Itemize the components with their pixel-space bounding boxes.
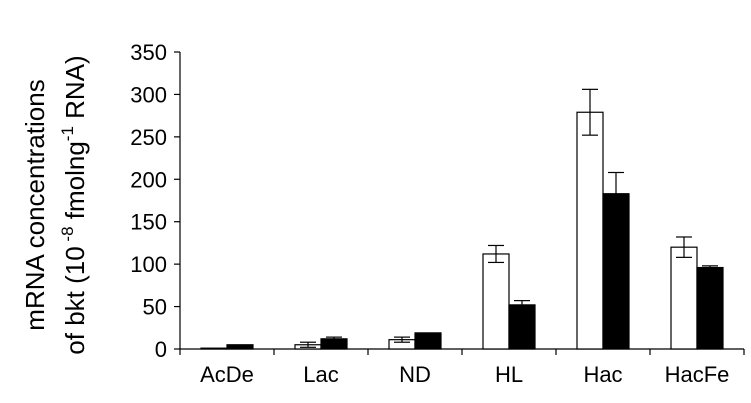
x-tick-label: Hac: [583, 362, 622, 387]
y-axis-title-line1: mRNA concentrations: [20, 79, 50, 330]
y-tick-label: 100: [130, 252, 167, 277]
x-tick-label: AcDe: [200, 362, 254, 387]
y-tick-label: 50: [143, 295, 167, 320]
y-axis-title-suffix: RNA): [60, 55, 90, 126]
y-axis-title-prefix: of bkt (10: [60, 246, 90, 354]
bar: [482, 253, 510, 350]
bar: [670, 246, 698, 350]
bar: [508, 304, 536, 350]
y-tick-label: 250: [130, 125, 167, 150]
y-axis-title-exponent-1: -8: [58, 226, 77, 246]
y-tick-label: 150: [130, 210, 167, 235]
y-tick-label: 200: [130, 167, 167, 192]
bar: [602, 193, 630, 350]
y-tick-label: 300: [130, 82, 167, 107]
x-tick-label: ND: [399, 362, 431, 387]
x-tick-label: HL: [495, 362, 523, 387]
x-tick-label: Lac: [303, 362, 338, 387]
y-tick-label: 0: [155, 337, 167, 362]
bar: [696, 266, 724, 350]
bar: [200, 347, 228, 350]
bar: [414, 332, 442, 350]
y-axis-title-line2: of bkt (10 -8 fmolng-1 RNA): [58, 55, 90, 354]
y-axis-title-unit: fmolng: [60, 141, 90, 226]
y-tick-label: 350: [130, 40, 167, 65]
plot-area: 0 50 100 150 200 250 300 350 AcDe Lac ND HL Hac HacFe: [130, 40, 745, 387]
bar: [226, 344, 254, 350]
y-axis-title-exponent-2: -1: [58, 126, 77, 141]
bar: [576, 111, 604, 350]
x-tick-label: HacFe: [665, 362, 730, 387]
